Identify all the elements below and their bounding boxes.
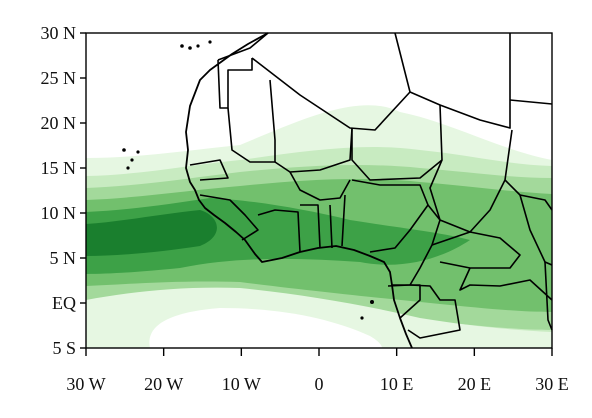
- x-tick-label: 30 E: [535, 374, 569, 394]
- border-mauritania: [227, 79, 276, 163]
- y-tick-label: 20 N: [41, 113, 77, 133]
- x-tick-label: 30 W: [66, 374, 105, 394]
- border-drc: [459, 267, 553, 301]
- x-tick-label: 10 W: [222, 374, 261, 394]
- x-tick-label: 20 W: [144, 374, 183, 394]
- y-tick-label: 5 N: [50, 248, 77, 268]
- island: [126, 166, 130, 170]
- x-tick-label: 0: [315, 374, 324, 394]
- border-mali: [274, 127, 353, 173]
- border-algeria: [251, 32, 411, 131]
- coastline: [185, 32, 413, 349]
- tick-marks: [80, 32, 553, 356]
- island: [130, 158, 134, 162]
- border-gabon: [392, 284, 421, 319]
- y-axis-labels: 30 N 25 N 20 N 15 N 10 N 5 N EQ 5 S: [41, 23, 77, 358]
- island: [122, 148, 126, 152]
- islands: [122, 40, 374, 320]
- y-tick-label: 5 S: [52, 338, 76, 358]
- island: [208, 40, 212, 44]
- border-togo-benin: [329, 194, 346, 249]
- island: [188, 46, 192, 50]
- border-guinea: [199, 194, 259, 241]
- y-tick-label: 25 N: [41, 68, 77, 88]
- border-congo: [407, 284, 461, 339]
- island: [180, 44, 184, 48]
- y-tick-label: 10 N: [41, 203, 77, 223]
- border-egypt: [509, 99, 553, 105]
- x-tick-label: 20 E: [458, 374, 492, 394]
- shading-level-6: [86, 210, 217, 256]
- country-borders: [189, 32, 553, 339]
- border-senegal: [189, 159, 229, 181]
- border-sudan: [504, 179, 553, 211]
- border-western-sahara: [217, 58, 253, 109]
- island: [136, 150, 140, 154]
- border-niger: [351, 104, 443, 181]
- border-ethiopia: [544, 261, 553, 331]
- island: [360, 316, 364, 320]
- border-south-sudan: [519, 194, 553, 266]
- shading-southern-clear: [149, 308, 382, 348]
- x-axis-labels: 30 W 20 W 10 W 0 10 E 20 E 30 E: [66, 374, 568, 394]
- border-burkina: [289, 171, 351, 201]
- island: [370, 300, 374, 304]
- border-libya: [409, 33, 511, 129]
- y-tick-label: 15 N: [41, 158, 77, 178]
- border-ghana: [300, 204, 321, 249]
- border-ivory-coast: [257, 209, 301, 253]
- x-tick-label: 10 E: [380, 374, 414, 394]
- border-morocco: [217, 32, 269, 61]
- y-tick-label: 30 N: [41, 23, 77, 43]
- y-tick-label: EQ: [52, 293, 76, 313]
- island: [196, 44, 200, 48]
